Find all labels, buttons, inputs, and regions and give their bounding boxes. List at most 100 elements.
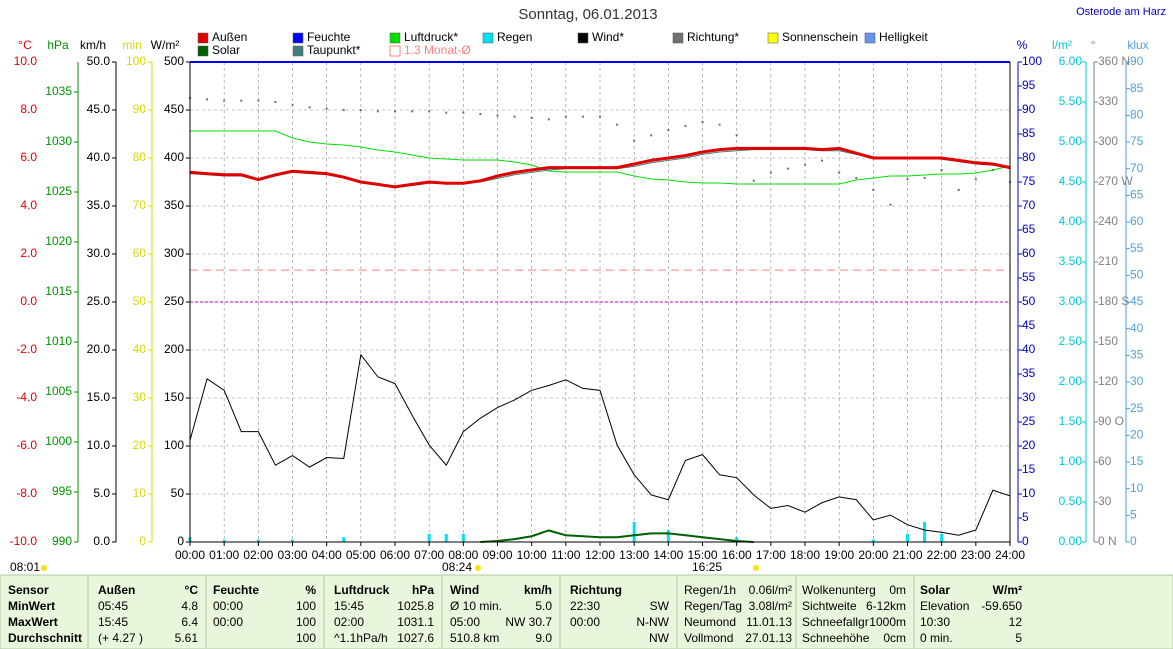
- direction-dot: [291, 103, 294, 106]
- direction-dot: [308, 106, 311, 109]
- axis-unit: l/m²: [1052, 38, 1072, 52]
- table-cell: 15:45: [98, 615, 128, 629]
- direction-dot: [240, 99, 243, 102]
- x-tick-label: 04:00: [312, 548, 342, 562]
- direction-dot: [872, 189, 875, 191]
- table-cell: NW 30.7: [505, 615, 552, 629]
- table-bg: [0, 574, 1173, 649]
- direction-dot: [547, 118, 550, 121]
- legend-label: Helligkeit: [879, 30, 928, 44]
- sun-icon: [41, 565, 47, 571]
- y-tick-label: 65: [1130, 188, 1144, 202]
- table-cell: Schneehöhe: [802, 631, 870, 645]
- y-tick-label: 55: [1022, 270, 1036, 284]
- rain-bar: [342, 537, 346, 542]
- table-cell: km/h: [524, 583, 552, 597]
- y-tick-label: 30: [133, 390, 147, 404]
- table-cell: NW: [649, 631, 670, 645]
- y-tick-label: 0.0: [93, 534, 110, 548]
- y-tick-label: 300: [1098, 134, 1118, 148]
- y-tick-label: 60: [1130, 214, 1144, 228]
- sun-icon: [753, 565, 759, 571]
- y-tick-label: 330: [1098, 94, 1118, 108]
- y-tick-label: 0 N: [1098, 534, 1117, 548]
- y-tick-label: 1020: [45, 234, 72, 248]
- y-tick-label: -2.0: [16, 342, 37, 356]
- y-tick-label: 3.00: [1059, 294, 1083, 308]
- legend-label: Richtung*: [687, 30, 739, 44]
- direction-dot: [616, 123, 619, 126]
- y-tick-label: 85: [1130, 81, 1144, 95]
- table-cell: 4.8: [181, 599, 198, 613]
- y-tick-label: 500: [164, 54, 184, 68]
- direction-dot: [223, 99, 226, 102]
- x-tick-label: 17:00: [756, 548, 786, 562]
- y-tick-label: 80: [133, 150, 147, 164]
- y-tick-label: 5.00: [1059, 134, 1083, 148]
- axis-unit: °: [1091, 38, 1096, 52]
- direction-dot: [804, 163, 806, 166]
- y-tick-label: 60: [1022, 246, 1036, 260]
- table-cell: 100: [296, 615, 316, 629]
- table-cell: 27.01.13: [745, 631, 792, 645]
- direction-dot: [633, 139, 636, 142]
- sunrise-today: 08:24: [442, 560, 472, 574]
- sun-icon: [475, 565, 481, 571]
- table-cell: 1000m: [869, 615, 906, 629]
- direction-dot: [855, 177, 858, 179]
- y-tick-label: 4.50: [1059, 174, 1083, 188]
- y-tick-label: 50: [171, 486, 185, 500]
- legend-label: Außen: [212, 30, 247, 44]
- x-tick-label: 23:00: [961, 548, 991, 562]
- y-tick-label: 40: [1022, 342, 1036, 356]
- legend-label: Sonnenschein: [782, 30, 858, 44]
- y-tick-label: 30.0: [87, 246, 111, 260]
- table-cell: 1027.6: [397, 631, 434, 645]
- x-tick-label: 00:00: [175, 548, 205, 562]
- table-cell: 510.8 km: [450, 631, 499, 645]
- table-cell: Neumond: [684, 615, 736, 629]
- y-tick-label: 80: [1130, 108, 1144, 122]
- direction-dot: [581, 115, 584, 118]
- direction-dot: [718, 123, 721, 126]
- direction-dot: [821, 159, 824, 162]
- direction-dot: [445, 111, 448, 114]
- legend-swatch: [389, 45, 401, 57]
- y-tick-label: 1015: [45, 284, 72, 298]
- direction-dot: [599, 115, 601, 118]
- table-cell: SW: [650, 599, 670, 613]
- y-tick-label: -10.0: [10, 534, 38, 548]
- table-cell: 100: [296, 631, 316, 645]
- y-tick-label: 0.0: [20, 294, 37, 308]
- direction-dot: [940, 169, 943, 171]
- y-tick-label: 100: [1022, 54, 1042, 68]
- x-tick-label: 01:00: [209, 548, 239, 562]
- table-cell: °C: [185, 583, 199, 597]
- y-tick-label: 0: [139, 534, 146, 548]
- y-tick-label: 25: [1022, 414, 1036, 428]
- legend-swatch: [292, 32, 304, 44]
- rain-bar: [906, 534, 909, 542]
- y-tick-label: 250: [164, 294, 184, 308]
- rain-bar: [871, 539, 875, 542]
- y-tick-label: 100: [164, 438, 184, 452]
- direction-dot: [786, 167, 789, 170]
- y-tick-label: 95: [1022, 78, 1036, 92]
- y-tick-label: 990: [52, 534, 72, 548]
- axis-unit: klux: [1127, 38, 1148, 52]
- y-tick-label: 55: [1130, 241, 1144, 255]
- table-cell: N-NW: [636, 615, 669, 629]
- y-tick-label: 100: [126, 54, 146, 68]
- table-cell: Sensor: [8, 583, 49, 597]
- x-tick-label: 10:00: [517, 548, 547, 562]
- rain-bar: [632, 522, 636, 542]
- table-cell: MaxWert: [8, 615, 58, 629]
- table-cell: Durchschnitt: [8, 631, 82, 645]
- y-tick-label: 20.0: [87, 342, 111, 356]
- direction-dot: [462, 111, 465, 114]
- rain-bar: [461, 534, 465, 542]
- y-tick-label: 10: [1022, 486, 1036, 500]
- table-cell: 5: [1015, 631, 1022, 645]
- axis-unit: hPa: [47, 38, 69, 52]
- table-cell: hPa: [412, 583, 434, 597]
